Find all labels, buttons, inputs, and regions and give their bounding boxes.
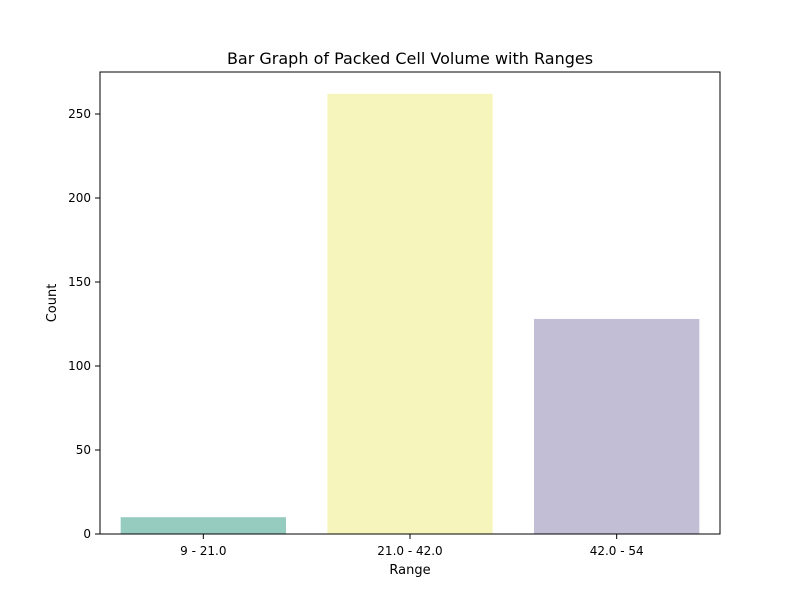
x-tick-label: 9 - 21.0 bbox=[180, 544, 226, 558]
y-tick-label: 100 bbox=[68, 359, 91, 373]
plot-frame bbox=[99, 71, 721, 535]
x-axis-label: Range bbox=[389, 563, 430, 578]
chart-title: Bar Graph of Packed Cell Volume with Ran… bbox=[227, 49, 593, 68]
x-axis-ticks: 9 - 21.0 21.0 - 42.0 42.0 - 54 bbox=[180, 534, 644, 558]
y-axis-ticks: 0 50 100 150 200 250 bbox=[68, 107, 100, 541]
y-tick-label: 150 bbox=[68, 275, 91, 289]
y-tick-label: 50 bbox=[76, 443, 91, 457]
x-tick-label: 42.0 - 54 bbox=[590, 544, 644, 558]
y-tick-label: 0 bbox=[83, 527, 91, 541]
bar-2 bbox=[327, 93, 493, 534]
x-tick-label: 21.0 - 42.0 bbox=[377, 544, 442, 558]
bar-1 bbox=[120, 517, 287, 534]
bar-3 bbox=[534, 318, 700, 534]
y-tick-label: 250 bbox=[68, 107, 91, 121]
bars-group bbox=[120, 93, 700, 534]
y-axis-label: Count bbox=[45, 284, 60, 323]
y-tick-label: 200 bbox=[68, 191, 91, 205]
